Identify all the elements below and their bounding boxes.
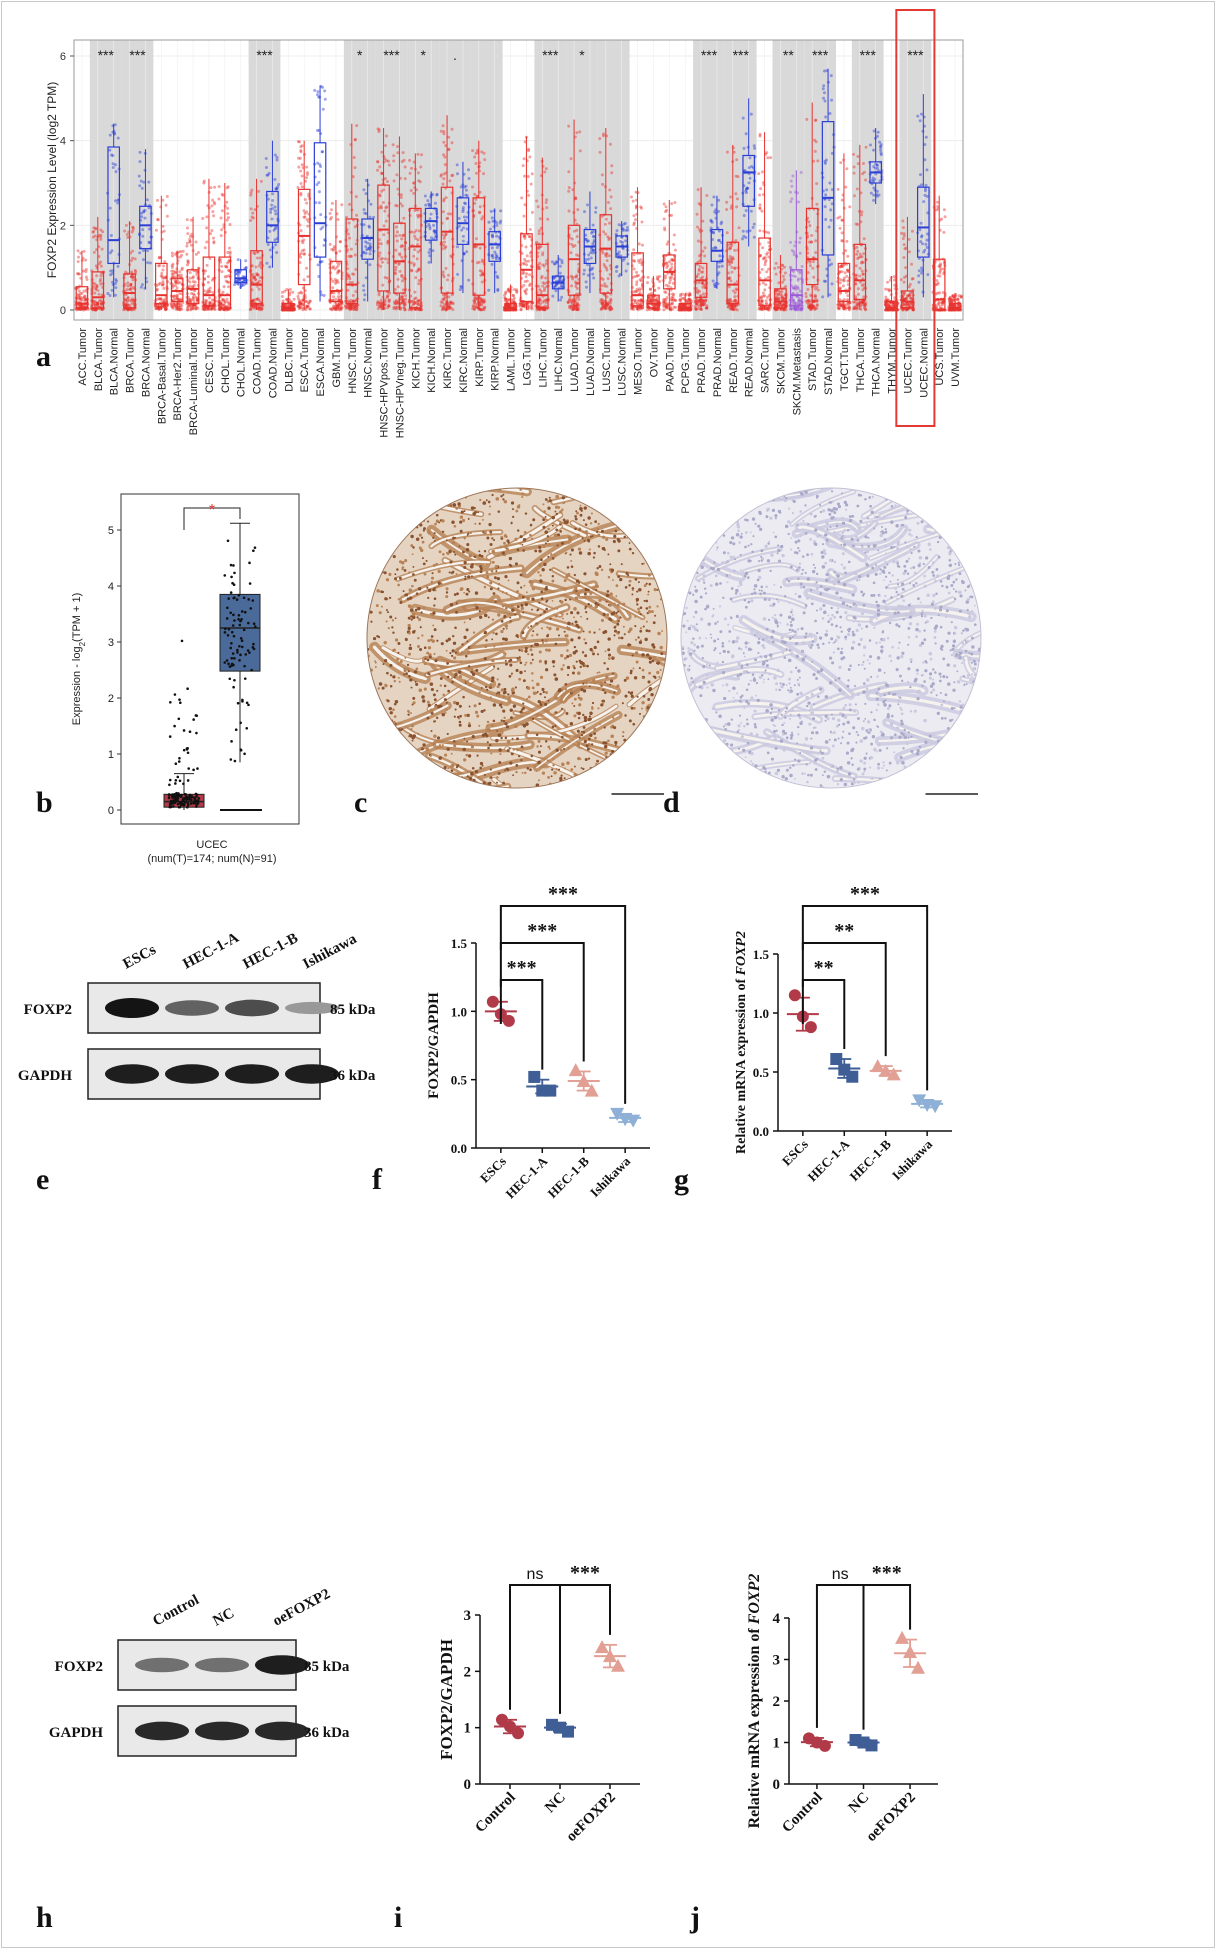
figure-frame <box>1 1 1215 1948</box>
